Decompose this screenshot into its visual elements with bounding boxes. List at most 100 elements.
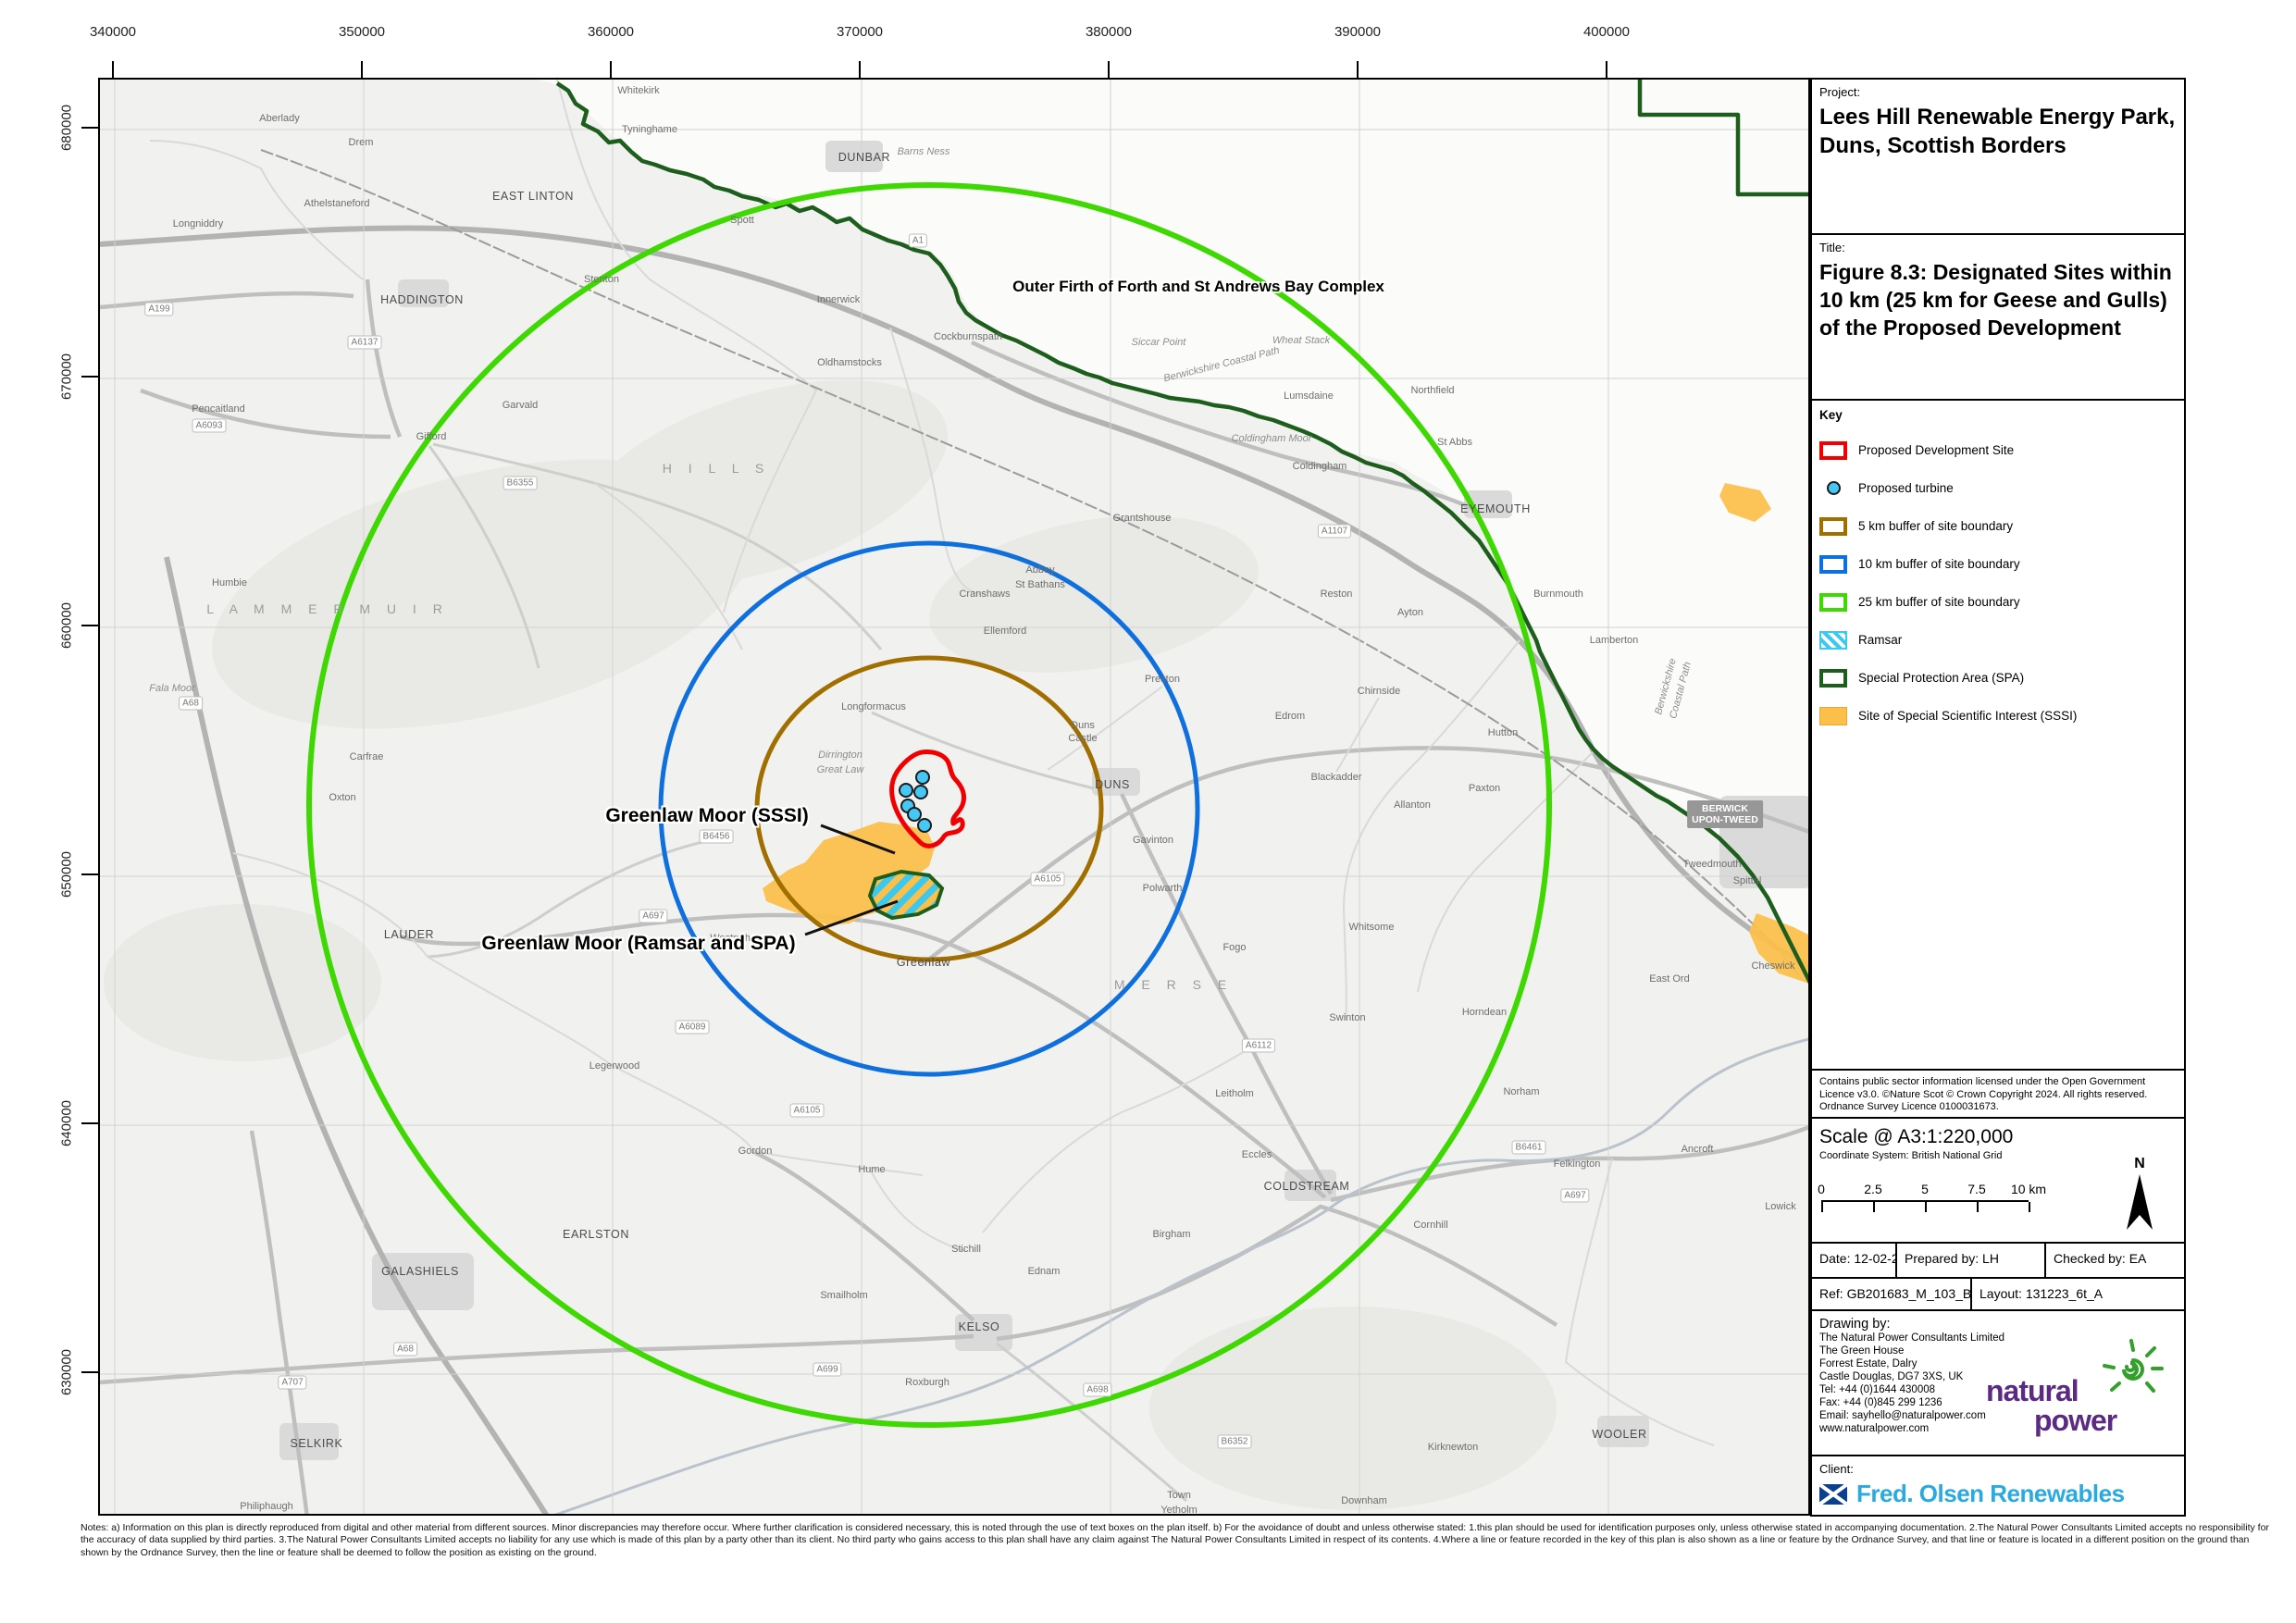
map-place-label: Hutton — [1487, 727, 1519, 738]
map-place-label: Lumsdaine — [1284, 390, 1334, 402]
meta-row-1: Date: 12-02-24 Prepared by: LH Checked b… — [1812, 1244, 2184, 1279]
road-number-badge: A697 — [639, 909, 668, 923]
road-number-badge: B6355 — [503, 476, 538, 490]
map-place-label: Ayton — [1397, 607, 1423, 618]
axis-tick-left — [81, 873, 98, 875]
key-heading: Key — [1819, 408, 1843, 422]
scale-bar-label: 2.5 — [1864, 1182, 1882, 1196]
map-place-label: Blackadder — [1310, 772, 1362, 783]
key-items: Proposed Development Site Proposed turbin… — [1819, 431, 2177, 735]
road-number-badge: A707 — [278, 1375, 307, 1390]
map-place-label: M E R S E — [1113, 977, 1234, 992]
meta-row-2: Ref: GB201683_M_103_B Layout: 131223_6t_… — [1812, 1279, 2184, 1311]
drawing-address-line: The Natural Power Consultants Limited — [1819, 1332, 2005, 1344]
drawing-heading: Drawing by: — [1819, 1317, 1891, 1332]
scale-bar-label: 7.5 — [1967, 1182, 1986, 1196]
map-place-label: Whitsome — [1348, 922, 1395, 933]
map-place-label: Aberlady — [259, 113, 300, 124]
map-place-label: H I L L S — [662, 461, 771, 476]
map-place-label: Oxton — [329, 792, 356, 803]
project-box: Project: Lees Hill Renewable Energy Park… — [1812, 80, 2184, 235]
berwick-badge-line2: UPON-TWEED — [1692, 814, 1758, 825]
road-network — [100, 80, 1808, 1514]
scale-heading: Scale @ A3:1:220,000 — [1819, 1126, 2014, 1147]
map-place-label: Great Law — [816, 764, 864, 775]
map-place-label: Athelstaneford — [304, 198, 370, 209]
map-place-label: Preston — [1145, 674, 1180, 685]
road-number-badge: A697 — [1560, 1188, 1590, 1203]
map-place-label: Stenton — [584, 274, 619, 285]
map-place-label: Cranshaws — [959, 588, 1011, 600]
map-place-label: Lamberton — [1589, 635, 1639, 646]
axis-tick-top — [112, 61, 114, 78]
drawing-address-line: The Green House — [1819, 1345, 1905, 1357]
scale-bar-tick — [1977, 1202, 1979, 1212]
prepared-cell: Prepared by: LH — [1897, 1244, 2046, 1277]
key-swatch-site — [1819, 440, 1847, 460]
map-place-label: HADDINGTON — [380, 293, 464, 306]
river-tweed — [553, 1037, 1808, 1514]
axis-label-left: 630000 — [58, 1348, 75, 1396]
map-place-label: Innerwick — [816, 294, 861, 305]
turbine-dot-icon — [1826, 481, 1841, 495]
map-place-label: St Abbs — [1437, 437, 1472, 448]
axis-label-top: 340000 — [89, 24, 137, 40]
key-item-b5: 5 km buffer of site boundary — [1819, 507, 2177, 545]
road-number-badge: A6093 — [192, 418, 227, 433]
map-place-label: Lowick — [1765, 1201, 1796, 1212]
map-place-label: GALASHIELS — [381, 1265, 459, 1278]
client-name: Fred. Olsen Renewables — [1856, 1480, 2125, 1507]
axis-label-left: 670000 — [58, 353, 75, 401]
key-item-label: 5 km buffer of site boundary — [1858, 519, 2014, 533]
key-item-ramsar: Ramsar — [1819, 621, 2177, 659]
key-item-label: 10 km buffer of site boundary — [1858, 557, 2020, 571]
map-place-label: Pencaitland — [192, 403, 245, 415]
coordinate-system: Coordinate System: British National Grid — [1819, 1150, 2003, 1161]
map-place-label: Downham — [1341, 1495, 1387, 1506]
map-place-label: Longformacus — [841, 701, 906, 712]
north-arrow-icon — [2127, 1174, 2153, 1230]
coordinate-grid — [100, 80, 1808, 1514]
axis-tick-top — [1606, 61, 1607, 78]
map-place-label: Gifford — [416, 431, 447, 442]
ramsar-area — [867, 869, 945, 921]
map-place-label: SELKIRK — [290, 1437, 343, 1450]
scale-bar-label: 10 km — [2010, 1182, 2047, 1196]
map-place-label: Smailholm — [820, 1290, 868, 1301]
map-place-label: Stichill — [951, 1244, 981, 1255]
leader-lines — [804, 824, 899, 936]
axis-tick-left — [81, 376, 98, 378]
axis-label-left: 640000 — [58, 1099, 75, 1147]
road-number-badge: A6105 — [789, 1103, 825, 1118]
road-number-badge: A1 — [908, 233, 928, 248]
map-place-label: Carfrae — [349, 751, 384, 762]
natural-power-logo: natural power — [1986, 1339, 2171, 1444]
axis-label-left: 660000 — [58, 601, 75, 650]
axis-label-top: 350000 — [338, 24, 386, 40]
spa-boundaries — [555, 80, 1808, 985]
buffer-25km — [306, 182, 1552, 1428]
scale-bar: 0 2.5 5 7.5 10 km — [1818, 1182, 2046, 1212]
road-number-badge: B6456 — [699, 829, 734, 844]
map-place-label: Paxton — [1468, 783, 1501, 794]
map-place-label: Coldingham — [1292, 461, 1347, 472]
map-place-label: Legerwood — [589, 1060, 640, 1072]
road-number-badge: A6112 — [1241, 1038, 1276, 1053]
axis-tick-top — [610, 61, 612, 78]
map-place-label: Town — [1167, 1490, 1191, 1501]
key-item-label: Special Protection Area (SPA) — [1858, 671, 2025, 685]
drawing-address: The Natural Power Consultants Limited The… — [1819, 1332, 2177, 1435]
map-place-label: Eccles — [1241, 1149, 1272, 1160]
drawing-address-line: Castle Douglas, DG7 3XS, UK — [1819, 1371, 1964, 1382]
axis-label-top: 400000 — [1582, 24, 1631, 40]
road-number-badge: A199 — [144, 302, 174, 316]
licence-box: Contains public sector information licen… — [1812, 1071, 2184, 1119]
map-place-label: WOOLER — [1592, 1428, 1647, 1441]
map-place-label: Spott — [730, 215, 754, 226]
map-place-label: Westruther — [710, 933, 760, 944]
map-place-label: Oldhamstocks — [817, 357, 882, 368]
map-place-label: Ednam — [1027, 1266, 1061, 1277]
map-place-label: Birgham — [1152, 1229, 1191, 1240]
key-swatch-sssi — [1819, 706, 1847, 725]
key-item-turbine: Proposed turbine — [1819, 469, 2177, 507]
